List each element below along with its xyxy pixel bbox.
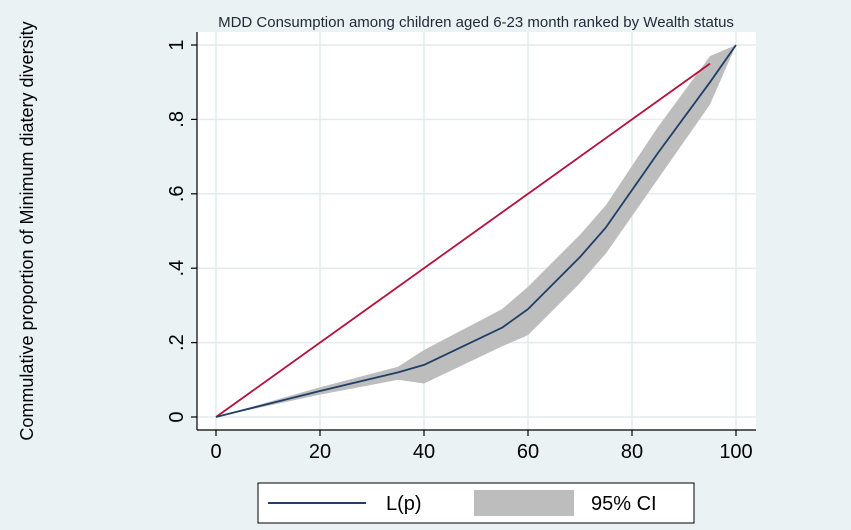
y-axis-label: Commulative proportion of Minimum diater… <box>17 21 37 440</box>
lp-curve <box>215 44 737 418</box>
x-tick-label: 80 <box>621 441 643 463</box>
y-tick-label: 1 <box>166 39 188 50</box>
legend-lp-label: L(p) <box>386 493 422 515</box>
y-tick-label: .8 <box>166 111 188 128</box>
legend-ci-swatch <box>474 490 574 516</box>
x-tick-label: 20 <box>309 441 331 463</box>
ci-band <box>216 45 736 417</box>
x-tick-label: 100 <box>719 441 752 463</box>
y-tick-label: .4 <box>166 260 188 277</box>
ticks: 0 20 40 60 80 100 0 .2 .4 .6 .8 1 <box>166 39 753 463</box>
legend: L(p) 95% CI <box>257 482 695 524</box>
y-tick-label: 0 <box>166 411 188 422</box>
x-tick-label: 0 <box>210 441 221 463</box>
ci-band-group <box>216 45 736 417</box>
x-tick-label: 60 <box>517 441 539 463</box>
x-tick-label: 40 <box>413 441 435 463</box>
y-tick-label: .6 <box>166 185 188 202</box>
equality-line <box>215 62 711 418</box>
legend-ci-label: 95% CI <box>591 493 657 515</box>
series-lines <box>215 44 737 418</box>
chart-title: MDD Consumption among children aged 6-23… <box>218 14 734 31</box>
y-tick-label: .2 <box>166 334 188 351</box>
axes <box>196 32 756 431</box>
